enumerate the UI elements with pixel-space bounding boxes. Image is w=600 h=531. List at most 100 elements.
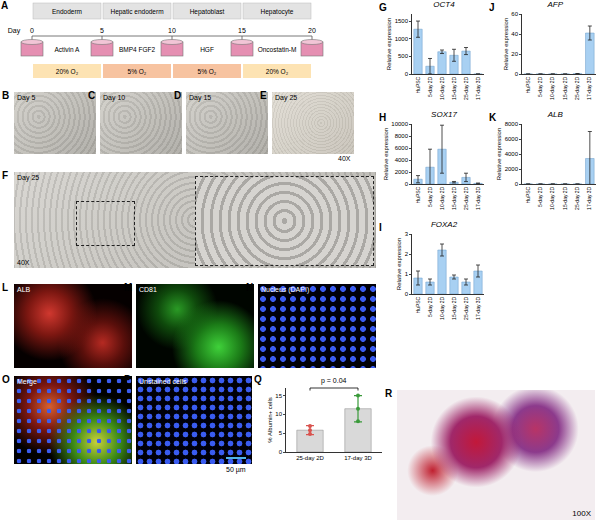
svg-text:2000: 2000 bbox=[505, 166, 519, 172]
svg-text:HuPSC: HuPSC bbox=[415, 296, 421, 313]
svg-text:Hepatocyte: Hepatocyte bbox=[261, 8, 294, 16]
html-text:H: H bbox=[379, 112, 387, 123]
svg-text:10-day 2D: 10-day 2D bbox=[439, 186, 445, 209]
html-text:A: A bbox=[1, 0, 9, 11]
svg-text:40: 40 bbox=[511, 31, 518, 37]
svg-text:5% O₂: 5% O₂ bbox=[128, 68, 147, 75]
svg-text:10-day 2D: 10-day 2D bbox=[439, 296, 445, 319]
svg-text:15-day 2D: 15-day 2D bbox=[451, 76, 457, 99]
svg-text:HuPSC: HuPSC bbox=[525, 76, 531, 93]
svg-text:Hepatic endoderm: Hepatic endoderm bbox=[110, 8, 163, 16]
svg-text:15-day 2D: 15-day 2D bbox=[562, 76, 568, 99]
svg-text:17-day 3D: 17-day 3D bbox=[586, 76, 592, 99]
html-text:N: N bbox=[246, 282, 254, 293]
svg-text:20: 20 bbox=[308, 27, 316, 34]
svg-text:10: 10 bbox=[168, 27, 176, 34]
svg-text:5: 5 bbox=[279, 430, 283, 436]
svg-text:15: 15 bbox=[238, 27, 246, 34]
svg-text:2000: 2000 bbox=[395, 169, 409, 175]
svg-text:4000: 4000 bbox=[395, 157, 409, 163]
svg-text:SOX17: SOX17 bbox=[431, 110, 457, 119]
svg-text:AFP: AFP bbox=[546, 0, 563, 9]
svg-text:5-day 2D: 5-day 2D bbox=[427, 186, 433, 207]
svg-text:0: 0 bbox=[515, 71, 519, 77]
svg-text:HuPSC: HuPSC bbox=[415, 186, 421, 203]
svg-text:20% O₂: 20% O₂ bbox=[56, 68, 79, 75]
svg-text:25-day 2D: 25-day 2D bbox=[574, 76, 580, 99]
svg-text:5-day 2D: 5-day 2D bbox=[537, 76, 543, 97]
svg-text:8000: 8000 bbox=[505, 121, 519, 127]
svg-text:Day: Day bbox=[8, 27, 21, 35]
svg-text:25-day 2D: 25-day 2D bbox=[296, 455, 324, 461]
svg-text:0: 0 bbox=[405, 291, 409, 297]
svg-text:10-day 2D: 10-day 2D bbox=[439, 76, 445, 99]
svg-text:15-day 2D: 15-day 2D bbox=[451, 186, 457, 209]
svg-text:0: 0 bbox=[515, 181, 519, 187]
svg-text:25-day 2D: 25-day 2D bbox=[463, 76, 469, 99]
svg-text:0: 0 bbox=[405, 181, 409, 187]
svg-text:10-day 2D: 10-day 2D bbox=[549, 186, 555, 209]
html-text:O: O bbox=[2, 374, 10, 385]
html-text:100X: 100X bbox=[572, 509, 591, 518]
svg-text:1000: 1000 bbox=[395, 36, 409, 42]
svg-text:HGF: HGF bbox=[200, 46, 214, 53]
svg-text:Endoderm: Endoderm bbox=[52, 8, 82, 15]
svg-text:2: 2 bbox=[405, 251, 409, 257]
svg-text:6000: 6000 bbox=[505, 136, 519, 142]
svg-text:Relative expression: Relative expression bbox=[503, 18, 509, 70]
svg-text:Relative expression: Relative expression bbox=[496, 128, 502, 180]
svg-text:60: 60 bbox=[511, 11, 518, 17]
svg-text:Relative expression: Relative expression bbox=[386, 18, 392, 70]
svg-text:HuPSC: HuPSC bbox=[525, 186, 531, 203]
svg-text:HuPSC: HuPSC bbox=[415, 76, 421, 93]
svg-text:BMP4 FGF2: BMP4 FGF2 bbox=[119, 46, 156, 53]
html-text:B: B bbox=[2, 90, 10, 101]
svg-text:17-day 3D: 17-day 3D bbox=[475, 186, 481, 209]
svg-text:p = 0.04: p = 0.04 bbox=[321, 377, 347, 385]
svg-text:Oncostatin-M: Oncostatin-M bbox=[258, 46, 297, 53]
svg-text:17-day 3D: 17-day 3D bbox=[586, 186, 592, 209]
html-text:D: D bbox=[174, 90, 182, 101]
svg-text:25-day 2D: 25-day 2D bbox=[574, 186, 580, 209]
html-text:M: M bbox=[124, 282, 133, 293]
svg-text:OCT4: OCT4 bbox=[433, 0, 455, 9]
svg-text:4000: 4000 bbox=[505, 151, 519, 157]
svg-text:17-day 3D: 17-day 3D bbox=[475, 296, 481, 319]
svg-text:15-day 2D: 15-day 2D bbox=[451, 296, 457, 319]
svg-text:25-day 2D: 25-day 2D bbox=[463, 186, 469, 209]
svg-text:ALB: ALB bbox=[547, 110, 564, 119]
svg-text:15: 15 bbox=[275, 393, 282, 399]
svg-text:25-day 2D: 25-day 2D bbox=[463, 296, 469, 319]
svg-text:15-day 2D: 15-day 2D bbox=[562, 186, 568, 209]
svg-text:6000: 6000 bbox=[395, 145, 409, 151]
svg-text:5-day 2D: 5-day 2D bbox=[427, 296, 433, 317]
svg-text:17-day 3D: 17-day 3D bbox=[344, 455, 372, 461]
svg-text:5-day 2D: 5-day 2D bbox=[537, 186, 543, 207]
svg-text:Relative expression: Relative expression bbox=[396, 238, 402, 290]
html-text:G: G bbox=[379, 2, 387, 13]
svg-text:500: 500 bbox=[398, 53, 409, 59]
svg-text:10000: 10000 bbox=[391, 121, 408, 127]
svg-text:1500: 1500 bbox=[395, 18, 409, 24]
svg-text:10: 10 bbox=[275, 411, 282, 417]
svg-text:Hepatoblast: Hepatoblast bbox=[190, 8, 225, 16]
svg-text:1: 1 bbox=[405, 271, 409, 277]
svg-text:0: 0 bbox=[279, 449, 283, 455]
svg-text:20% O₂: 20% O₂ bbox=[266, 68, 289, 75]
svg-text:0: 0 bbox=[405, 71, 409, 77]
html-text:C: C bbox=[88, 90, 96, 101]
svg-text:5% O₂: 5% O₂ bbox=[198, 68, 217, 75]
svg-text:Relative expression: Relative expression bbox=[383, 128, 389, 180]
svg-text:0: 0 bbox=[30, 27, 34, 34]
svg-text:10-day 2D: 10-day 2D bbox=[549, 76, 555, 99]
svg-text:5-day 2D: 5-day 2D bbox=[427, 76, 433, 97]
svg-text:FOXA2: FOXA2 bbox=[431, 220, 458, 229]
svg-text:5: 5 bbox=[100, 27, 104, 34]
svg-text:% Albumin+ cells: % Albumin+ cells bbox=[267, 397, 273, 443]
svg-text:3: 3 bbox=[405, 231, 409, 237]
svg-text:Activin A: Activin A bbox=[55, 46, 81, 53]
html-text:R: R bbox=[385, 388, 393, 399]
svg-text:17-day 3D: 17-day 3D bbox=[475, 76, 481, 99]
svg-text:20: 20 bbox=[511, 51, 518, 57]
svg-text:8000: 8000 bbox=[395, 133, 409, 139]
